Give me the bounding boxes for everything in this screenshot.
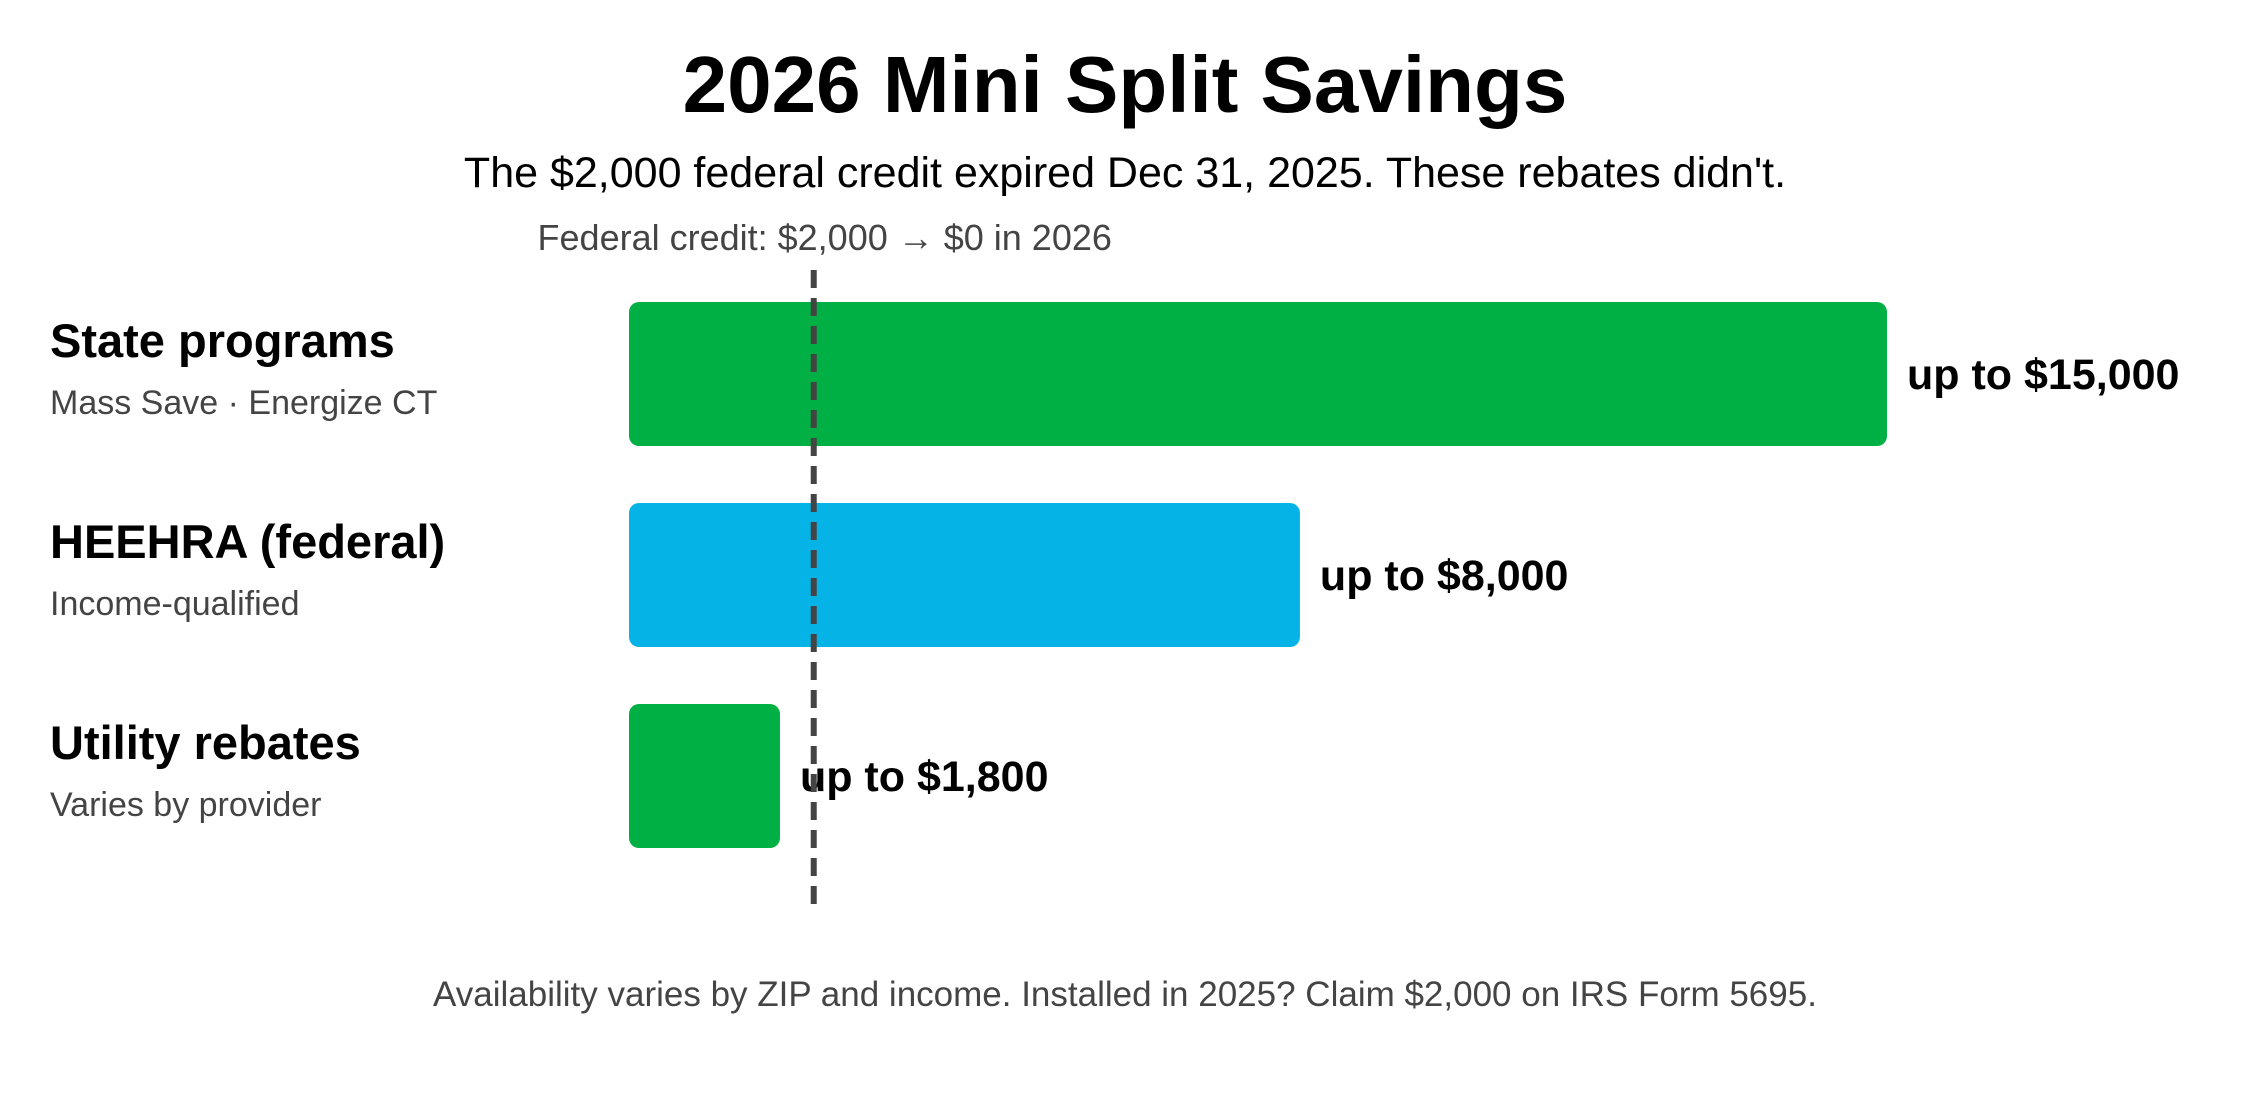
category-sublabel-state-programs: Mass Save · Energize CT [50, 384, 437, 422]
category-label-heehra-federal: HEEHRA (federal) [50, 515, 445, 568]
bar-heehra-federal [629, 503, 1300, 647]
chart-footnote: Availability varies by ZIP and income. I… [433, 975, 1817, 1014]
category-label-utility-rebates: Utility rebates [50, 716, 361, 769]
bars-group: State programs Mass Save · Energize CT up … [50, 302, 2179, 848]
category-sublabel-utility-rebates: Varies by provider [50, 786, 322, 824]
value-label-state-programs: up to $15,000 [1907, 351, 2179, 399]
value-label-utility-rebates: up to $1,800 [800, 753, 1049, 801]
category-label-state-programs: State programs [50, 314, 395, 367]
reference-line-label: Federal credit: $2,000 → $0 in 2026 [538, 217, 1112, 258]
bar-utility-rebates [629, 704, 780, 848]
category-sublabel-heehra-federal: Income-qualified [50, 585, 299, 623]
chart-subtitle: The $2,000 federal credit expired Dec 31… [464, 149, 1786, 197]
bar-state-programs [629, 302, 1887, 446]
chart-title: 2026 Mini Split Savings [683, 40, 1568, 129]
reference-line-group: Federal credit: $2,000 → $0 in 2026 [538, 217, 1112, 913]
value-label-heehra-federal: up to $8,000 [1320, 552, 1569, 600]
